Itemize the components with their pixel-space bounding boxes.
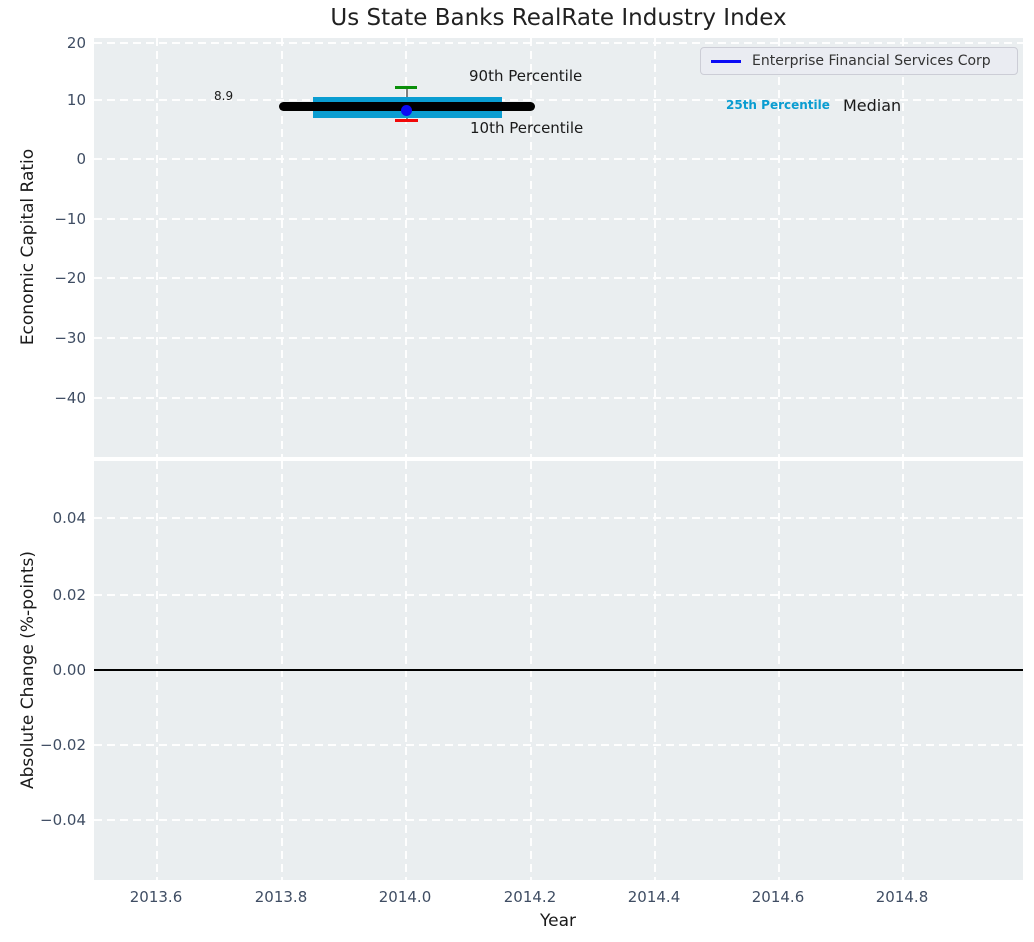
xtick-label: 2014.2 (503, 888, 557, 906)
gridline-v (902, 38, 904, 457)
gridline-h (94, 819, 1023, 821)
top-y-axis-label: Economic Capital Ratio (18, 148, 38, 346)
bottom-y-axis-label: Absolute Change (%-points) (18, 551, 38, 789)
legend: Enterprise Financial Services Corp (700, 47, 1018, 75)
ytick-label: 0.00 (52, 661, 86, 679)
ytick-label: −40 (54, 389, 86, 407)
gridline-h (94, 337, 1023, 339)
ytick-label: 10 (66, 91, 86, 109)
percentile-90-cap (395, 86, 417, 89)
gridline-h (94, 517, 1023, 519)
gridline-h (94, 42, 1023, 44)
gridline-h (94, 594, 1023, 596)
percentile-25-label: 25th Percentile (726, 98, 830, 112)
legend-label: Enterprise Financial Services Corp (752, 53, 991, 69)
ytick-label: −10 (54, 210, 86, 228)
x-axis-label: Year (540, 911, 576, 931)
percentile-10-label: 10th Percentile (470, 119, 584, 137)
zero-change-line (94, 669, 1023, 671)
gridline-h (94, 277, 1023, 279)
ytick-label: 0.04 (52, 509, 86, 527)
gridline-h (94, 397, 1023, 399)
gridline-v (281, 38, 283, 457)
ytick-label: −30 (54, 329, 86, 347)
xtick-label: 2014.4 (627, 888, 681, 906)
gridline-h (94, 99, 1023, 101)
xtick-label: 2014.8 (875, 888, 929, 906)
gridline-h (94, 158, 1023, 160)
xtick-label: 2014.6 (751, 888, 805, 906)
xtick-label: 2013.8 (254, 888, 308, 906)
legend-line-sample (711, 59, 741, 63)
company-data-point (401, 105, 412, 116)
median-value-label: 8.9 (214, 89, 234, 103)
ytick-label: −0.04 (40, 811, 86, 829)
ytick-label: 0.02 (52, 586, 86, 604)
gridline-v (654, 38, 656, 457)
gridline-v (156, 38, 158, 457)
gridline-v (778, 38, 780, 457)
xtick-label: 2013.6 (129, 888, 183, 906)
gridline-h (94, 744, 1023, 746)
ytick-label: 20 (66, 34, 86, 52)
median-label: Median (843, 96, 902, 115)
top-axes-panel (94, 38, 1023, 457)
ytick-label: −0.02 (40, 736, 86, 754)
gridline-h (94, 218, 1023, 220)
ytick-label: 0 (76, 150, 86, 168)
ytick-label: −20 (54, 269, 86, 287)
gridline-v (405, 38, 407, 457)
percentile-10-cap (395, 119, 418, 122)
gridline-v (530, 38, 532, 457)
xtick-label: 2014.0 (378, 888, 432, 906)
percentile-90-label: 90th Percentile (469, 67, 583, 85)
chart-title: Us State Banks RealRate Industry Index (330, 5, 787, 31)
